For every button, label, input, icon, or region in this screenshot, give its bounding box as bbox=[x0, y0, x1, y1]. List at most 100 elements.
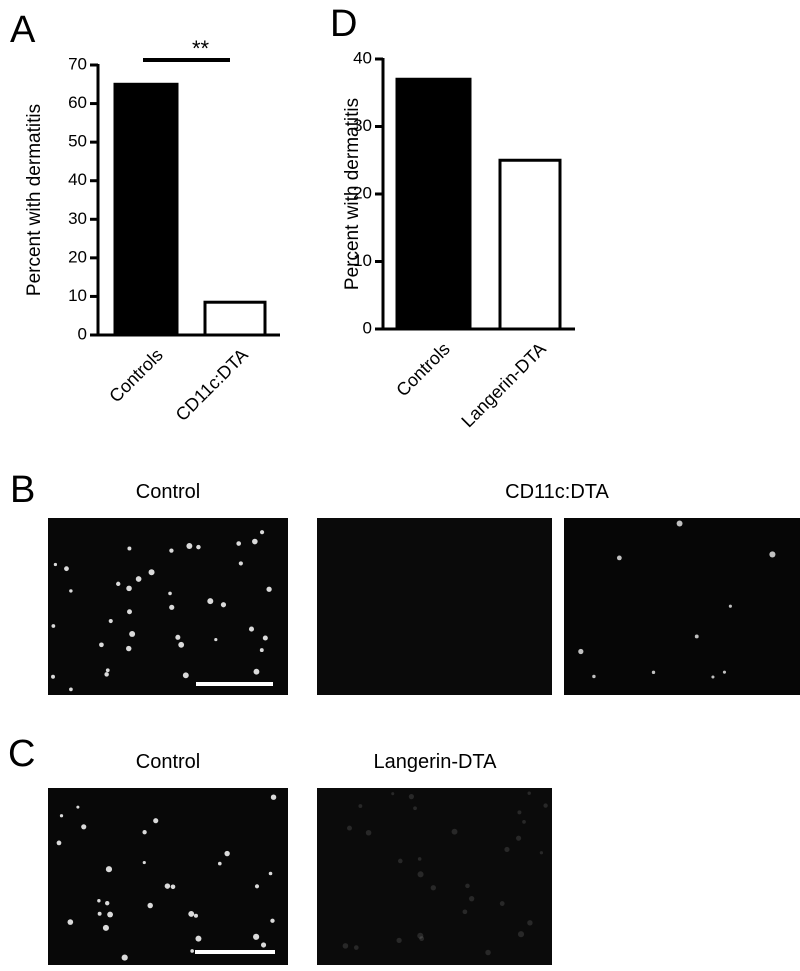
cell bbox=[175, 634, 181, 640]
cell bbox=[56, 840, 62, 846]
bar bbox=[113, 82, 179, 337]
cell bbox=[127, 609, 132, 615]
panel-label: B bbox=[10, 469, 35, 511]
cell bbox=[116, 581, 121, 587]
cell bbox=[398, 858, 403, 864]
y-tick-label: 20 bbox=[353, 183, 372, 202]
cell bbox=[270, 918, 275, 923]
image-title: Control bbox=[136, 751, 200, 773]
cell bbox=[127, 546, 132, 551]
cell bbox=[170, 884, 176, 890]
cell bbox=[190, 949, 194, 953]
cell bbox=[51, 674, 55, 679]
cell bbox=[248, 626, 255, 632]
cell bbox=[260, 942, 267, 948]
cell bbox=[259, 530, 265, 535]
cell bbox=[147, 902, 153, 909]
image-title: Langerin-DTA bbox=[373, 751, 497, 773]
cell bbox=[67, 919, 74, 925]
cell bbox=[178, 641, 185, 648]
cell bbox=[105, 900, 110, 906]
cell bbox=[188, 910, 195, 917]
cells bbox=[51, 520, 776, 961]
cell bbox=[358, 804, 363, 808]
cell bbox=[97, 899, 101, 903]
y-tick-label: 0 bbox=[363, 318, 372, 337]
cell bbox=[69, 687, 73, 692]
cell bbox=[465, 883, 470, 889]
cell bbox=[417, 932, 424, 939]
cell bbox=[522, 820, 526, 824]
cell bbox=[238, 561, 243, 566]
cell bbox=[102, 924, 109, 931]
cell bbox=[164, 883, 171, 889]
cell bbox=[168, 591, 172, 596]
cell bbox=[539, 851, 544, 855]
cell bbox=[262, 635, 268, 641]
panel-label: C bbox=[8, 733, 35, 775]
cell bbox=[135, 576, 142, 582]
cell bbox=[504, 846, 510, 853]
cell bbox=[64, 566, 69, 572]
cell bbox=[485, 949, 491, 956]
cell bbox=[121, 954, 128, 961]
x-tick-label: Controls bbox=[105, 345, 167, 407]
cell bbox=[711, 675, 715, 679]
micrograph bbox=[48, 788, 288, 965]
cell bbox=[430, 885, 436, 891]
cell bbox=[193, 913, 198, 918]
cell bbox=[220, 602, 227, 608]
cell bbox=[451, 828, 458, 835]
cell bbox=[214, 637, 218, 642]
cell bbox=[408, 793, 414, 800]
cell bbox=[694, 634, 699, 639]
y-tick-label: 40 bbox=[68, 170, 87, 189]
cell bbox=[81, 824, 87, 830]
cell bbox=[51, 624, 56, 628]
cell bbox=[592, 674, 596, 679]
cell bbox=[254, 884, 260, 889]
image-title: CD11c:DTA bbox=[505, 481, 609, 503]
cell bbox=[196, 544, 201, 550]
cell bbox=[268, 871, 273, 876]
cell bbox=[769, 551, 776, 558]
cell bbox=[105, 668, 110, 673]
micrograph bbox=[317, 518, 552, 695]
cell bbox=[142, 830, 147, 835]
x-tick-label: Langerin-DTA bbox=[457, 339, 549, 431]
image-title: Control bbox=[136, 481, 200, 503]
cell bbox=[53, 562, 58, 567]
y-tick-label: 10 bbox=[353, 251, 372, 270]
cell bbox=[253, 933, 260, 940]
cell bbox=[676, 520, 683, 527]
bar bbox=[203, 300, 267, 337]
cell bbox=[417, 857, 422, 861]
cell bbox=[59, 814, 64, 818]
cell bbox=[616, 555, 622, 561]
cell bbox=[99, 642, 104, 648]
x-tick-label: Controls bbox=[392, 339, 454, 401]
cell bbox=[142, 860, 146, 865]
cell bbox=[195, 935, 202, 942]
y-axis-label: Percent with dermatitis bbox=[342, 98, 363, 290]
cell bbox=[417, 871, 424, 878]
y-tick-label: 20 bbox=[68, 247, 87, 266]
y-tick-label: 70 bbox=[68, 54, 87, 73]
cell bbox=[169, 548, 174, 553]
cell bbox=[722, 670, 727, 674]
cell bbox=[353, 945, 359, 950]
cell bbox=[527, 920, 533, 926]
cell bbox=[207, 598, 214, 605]
cell bbox=[347, 825, 352, 831]
cell bbox=[186, 543, 193, 549]
cell bbox=[126, 585, 132, 592]
cell bbox=[182, 672, 189, 679]
cell bbox=[253, 668, 260, 675]
y-axis-label: Percent with dermatitis bbox=[24, 104, 45, 296]
cell bbox=[224, 850, 230, 857]
cell bbox=[468, 896, 475, 902]
panel-label: D bbox=[330, 3, 357, 45]
cell bbox=[76, 805, 80, 809]
